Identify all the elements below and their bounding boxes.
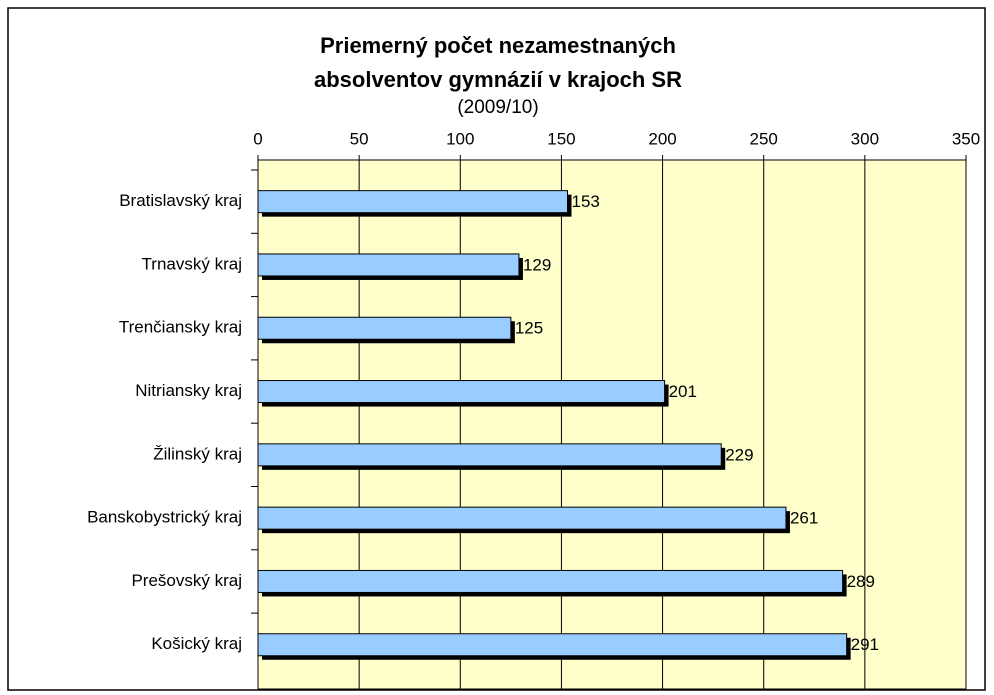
y-tick-label: Košický kraj: [151, 634, 242, 653]
y-tick-label: Trnavský kraj: [142, 254, 242, 273]
data-label: 201: [669, 382, 697, 401]
y-tick-label: Žilinský kraj: [153, 444, 242, 463]
bar: [257, 380, 666, 404]
data-label: 291: [851, 635, 879, 654]
x-tick-label: 0: [253, 129, 262, 148]
bar: [257, 190, 568, 214]
y-tick-label: Nitriansky kraj: [135, 381, 242, 400]
bar: [257, 633, 848, 657]
x-tick-label: 300: [851, 129, 879, 148]
x-tick-label: 350: [952, 129, 980, 148]
y-tick-label: Banskobystrický kraj: [87, 508, 242, 527]
data-label: 125: [515, 319, 543, 338]
data-label: 129: [523, 255, 551, 274]
x-tick-label: 100: [446, 129, 474, 148]
chart-title: absolventov gymnázií v krajoch SR: [314, 67, 682, 92]
bar: [257, 316, 512, 340]
data-label: 289: [847, 572, 875, 591]
bar: [257, 443, 722, 467]
bar: [257, 506, 787, 530]
plot-area: [257, 159, 967, 690]
bar: [257, 253, 520, 277]
data-label: 261: [790, 509, 818, 528]
y-tick-label: Bratislavský kraj: [119, 191, 242, 210]
x-tick-label: 50: [350, 129, 369, 148]
x-tick-label: 150: [547, 129, 575, 148]
bar: [257, 569, 844, 593]
data-label: 153: [571, 192, 599, 211]
chart-subtitle: (2009/10): [457, 97, 538, 118]
data-label: 229: [725, 445, 753, 464]
x-tick-label: 200: [648, 129, 676, 148]
y-tick-label: Prešovský kraj: [131, 571, 242, 590]
chart-title: Priemerný počet nezamestnaných: [320, 33, 676, 58]
x-tick-label: 250: [750, 129, 778, 148]
y-tick-label: Trenčiansky kraj: [119, 318, 242, 337]
